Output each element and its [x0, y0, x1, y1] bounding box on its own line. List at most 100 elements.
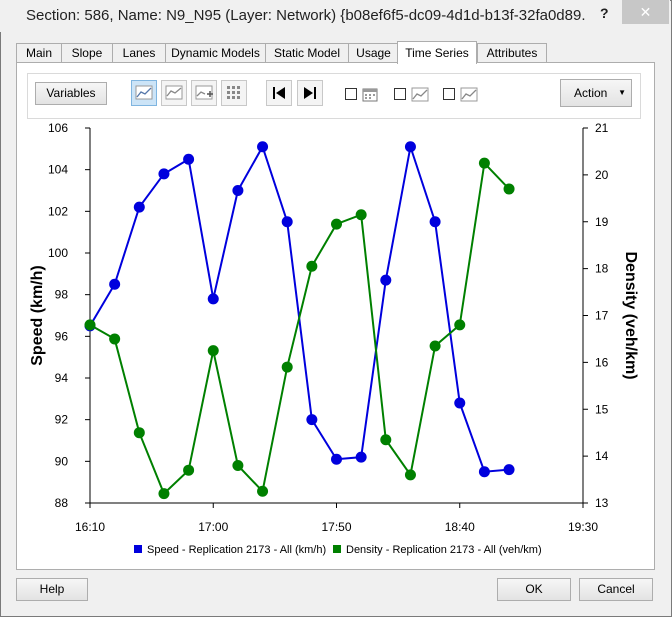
data-point: [183, 464, 195, 476]
legend-swatch: [333, 545, 341, 553]
data-point: [306, 260, 318, 272]
tab-usage[interactable]: Usage: [348, 43, 399, 63]
line-chart-checkbox-1[interactable]: [394, 88, 406, 100]
tab-main[interactable]: Main: [16, 43, 62, 63]
skip-last-button[interactable]: [297, 80, 323, 106]
right-tick-label: 20: [595, 168, 609, 182]
left-axis-title: Speed (km/h): [29, 265, 46, 365]
data-point: [109, 278, 121, 290]
calendar-checkbox[interactable]: [345, 88, 357, 100]
data-point: [158, 488, 170, 500]
left-tick-label: 88: [55, 496, 69, 510]
tab-slope[interactable]: Slope: [61, 43, 113, 63]
data-point: [257, 485, 269, 497]
data-point: [380, 434, 392, 446]
data-point: [478, 157, 490, 169]
area-chart-icon: [165, 85, 183, 100]
right-axis-title: Density (veh/km): [622, 251, 639, 379]
data-point: [429, 340, 441, 352]
right-tick-label: 15: [595, 402, 609, 416]
x-tick-label: 18:40: [445, 520, 475, 534]
right-tick-label: 21: [595, 121, 609, 135]
data-point: [355, 209, 367, 221]
ok-button[interactable]: OK: [497, 578, 571, 601]
data-point: [404, 469, 416, 481]
data-point: [306, 414, 318, 426]
data-point: [183, 153, 195, 165]
title-bar: Section: 586, Name: N9_N95 (Layer: Netwo…: [0, 0, 670, 32]
data-point: [84, 319, 96, 331]
line-chart-icon: [460, 87, 478, 102]
left-tick-label: 90: [55, 454, 69, 468]
tab-attributes[interactable]: Attributes: [477, 43, 547, 63]
data-point: [331, 218, 342, 230]
data-point: [404, 141, 416, 153]
right-tick-label: 16: [595, 355, 609, 369]
right-tick-label: 13: [595, 496, 609, 510]
data-point: [158, 168, 170, 180]
data-point: [331, 453, 342, 465]
tab-dynamic-models[interactable]: Dynamic Models: [165, 43, 266, 63]
legend-label: Speed - Replication 2173 - All (km/h): [147, 544, 326, 556]
skip-last-icon: [304, 87, 316, 99]
data-point: [503, 464, 515, 476]
x-tick-label: 17:50: [321, 520, 351, 534]
data-point: [478, 466, 490, 478]
data-point: [454, 397, 466, 409]
window-title: Section: 586, Name: N9_N95 (Layer: Netwo…: [26, 7, 586, 24]
variables-button[interactable]: Variables: [35, 82, 107, 105]
left-tick-label: 104: [48, 163, 68, 177]
right-tick-label: 18: [595, 262, 609, 276]
data-point: [207, 345, 219, 357]
data-point: [503, 183, 515, 195]
calendar-icon: [362, 88, 378, 102]
skip-first-icon: [273, 87, 285, 99]
legend-label: Density - Replication 2173 - All (veh/km…: [346, 544, 542, 556]
data-point: [281, 361, 293, 373]
x-tick-label: 17:00: [198, 520, 228, 534]
data-point: [207, 293, 219, 305]
left-tick-label: 100: [48, 246, 68, 260]
grid-button[interactable]: [221, 80, 247, 106]
legend-swatch: [134, 545, 142, 553]
grid-icon: [227, 86, 240, 99]
action-label: Action: [574, 86, 608, 100]
chevron-down-icon: ▼: [618, 88, 626, 97]
line-chart-icon: [135, 85, 153, 100]
tab-time-series[interactable]: Time Series: [397, 41, 477, 64]
right-tick-label: 19: [595, 215, 609, 229]
chart-toolbar: [27, 73, 641, 119]
line-chart-button[interactable]: [131, 80, 157, 106]
time-series-panel: [16, 62, 655, 570]
data-point: [454, 319, 466, 331]
left-tick-label: 94: [55, 371, 69, 385]
close-button[interactable]: ✕: [622, 0, 669, 24]
x-tick-label: 19:30: [568, 520, 598, 534]
left-tick-label: 102: [48, 204, 68, 218]
area-chart-button[interactable]: [161, 80, 187, 106]
data-point: [355, 451, 367, 463]
left-tick-label: 106: [48, 121, 68, 135]
help-button[interactable]: Help: [16, 578, 88, 601]
help-title-button[interactable]: ?: [600, 5, 609, 21]
line-chart-icon: [411, 87, 429, 102]
tab-lanes[interactable]: Lanes: [112, 43, 166, 63]
data-point: [232, 460, 244, 471]
data-point: [232, 185, 244, 196]
x-tick-label: 16:10: [75, 520, 105, 534]
line-chart-checkbox-2[interactable]: [443, 88, 455, 100]
data-point: [429, 216, 441, 228]
left-tick-label: 92: [55, 413, 69, 427]
data-point: [109, 333, 121, 345]
add-chart-button[interactable]: [191, 80, 217, 106]
skip-first-button[interactable]: [266, 80, 292, 106]
right-tick-label: 14: [595, 449, 609, 463]
action-dropdown[interactable]: Action ▼: [560, 79, 632, 107]
data-point: [281, 216, 293, 228]
data-point: [257, 141, 269, 153]
tab-static-model[interactable]: Static Model: [265, 43, 349, 63]
series-line-1: [89, 144, 510, 473]
cancel-button[interactable]: Cancel: [579, 578, 653, 601]
data-point: [380, 274, 392, 286]
